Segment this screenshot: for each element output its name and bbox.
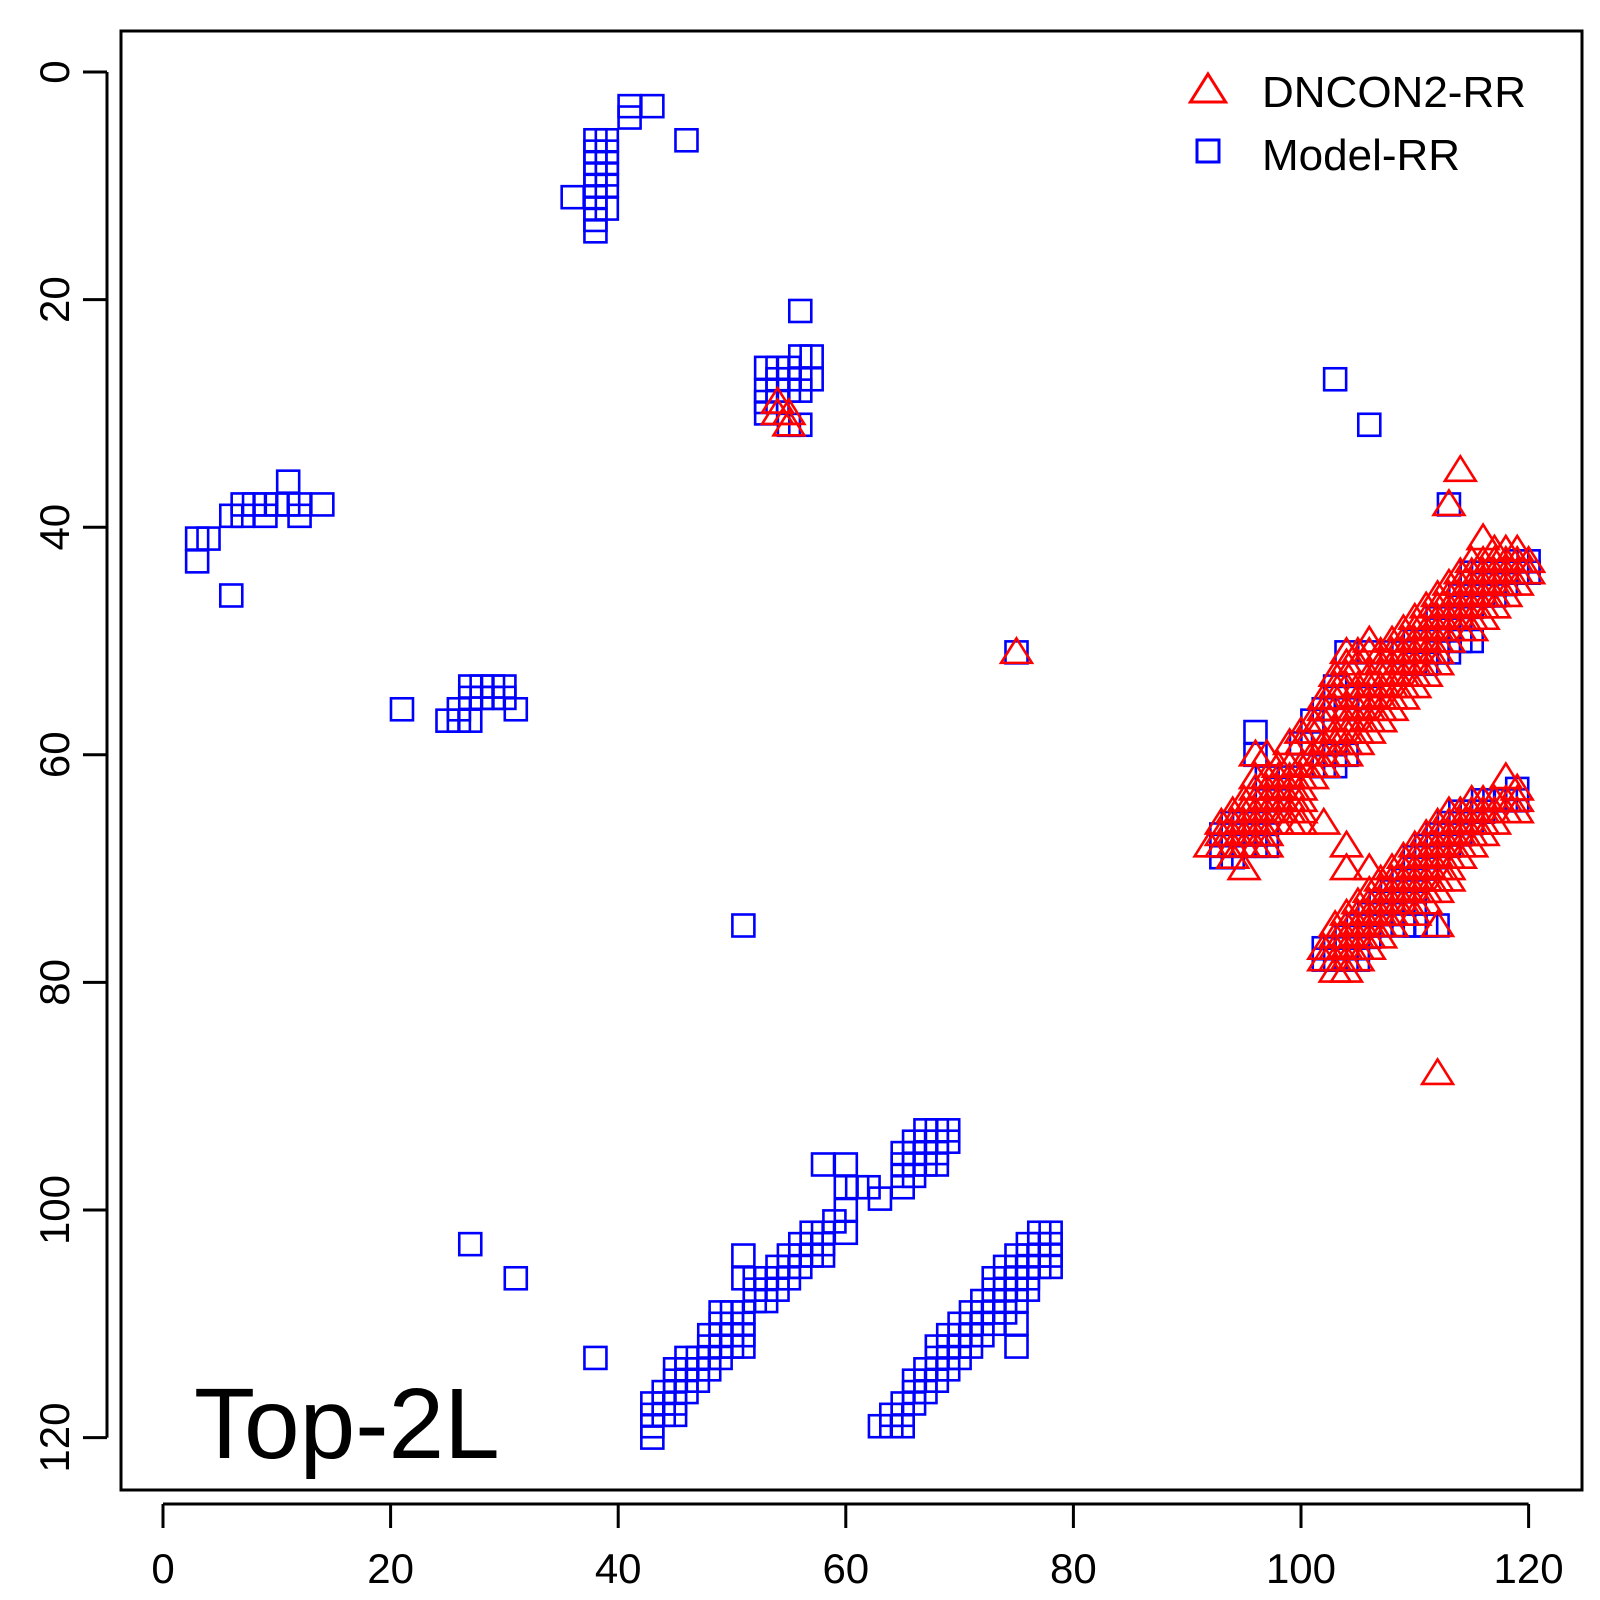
model-rr-point	[184, 549, 210, 574]
model-rr-point	[787, 298, 813, 324]
dncon2-rr-point	[1431, 863, 1467, 892]
legend-model-rr-marker	[1195, 138, 1221, 164]
y-axis: 0 20 40 60 80 100 120	[31, 60, 109, 1473]
y-tick-label: 60	[31, 731, 78, 778]
dncon2-rr-point	[1419, 909, 1456, 938]
model-rr-point	[218, 583, 244, 608]
model-rr-point	[1356, 412, 1382, 438]
model-rr-point	[640, 1425, 665, 1450]
dncon2-rr-markers	[759, 385, 1547, 1086]
model-rr-point	[1322, 366, 1348, 392]
y-tick-label: 40	[31, 504, 78, 551]
model-rr-point	[583, 1345, 608, 1371]
y-tick-label: 80	[31, 959, 78, 1006]
dncon2-rr-point	[1476, 806, 1513, 835]
dncon2-rr-point	[1499, 533, 1535, 562]
model-rr-point	[492, 674, 517, 699]
dncon2-rr-point	[1397, 897, 1433, 926]
dncon2-rr-point	[1431, 487, 1467, 517]
legend-dncon2-rr-marker	[1187, 71, 1229, 104]
dncon2-rr-point	[1453, 829, 1490, 858]
dncon2-rr-point	[998, 635, 1035, 665]
dncon2-rr-point	[1465, 818, 1501, 847]
model-rr-point	[674, 127, 699, 153]
dncon2-rr-point	[771, 396, 807, 426]
dncon2-rr-point	[1351, 624, 1388, 653]
model-rr-point	[457, 1231, 483, 1257]
x-tick-label: 80	[1050, 1545, 1097, 1592]
x-tick-label: 60	[822, 1545, 869, 1592]
dncon2-rr-point	[1419, 874, 1456, 904]
y-tick-label: 0	[31, 60, 78, 83]
dncon2-rr-point	[1488, 783, 1524, 813]
panel-annotation: Top-2L	[194, 1368, 500, 1480]
model-rr-point	[617, 105, 642, 130]
y-tick-label: 20	[31, 276, 78, 323]
model-rr-point	[287, 503, 312, 529]
dncon2-rr-point	[1328, 954, 1365, 983]
model-rr-point	[731, 913, 756, 938]
dncon2-rr-point	[1362, 920, 1399, 949]
model-rr-point	[935, 1118, 961, 1143]
legend-dncon2-rr-label: DNCON2-RR	[1262, 68, 1526, 117]
model-rr-point	[253, 503, 278, 529]
model-rr-point	[503, 1265, 529, 1291]
dncon2-rr-point	[1408, 886, 1444, 915]
dncon2-rr-point	[1488, 795, 1524, 824]
model-rr-point	[389, 696, 415, 722]
x-tick-label: 40	[595, 1545, 642, 1592]
dncon2-rr-point	[1374, 909, 1410, 938]
model-rr-point	[890, 1413, 916, 1439]
dncon2-rr-point	[759, 385, 796, 414]
x-tick-label: 20	[367, 1545, 414, 1592]
dncon2-rr-point	[1419, 1056, 1456, 1086]
dncon2-rr-point	[1328, 852, 1365, 881]
legend-model-rr-label: Model-RR	[1262, 131, 1460, 180]
y-tick-label: 100	[31, 1175, 78, 1245]
dncon2-rr-point	[1431, 852, 1467, 881]
x-tick-label: 0	[151, 1545, 174, 1592]
y-tick-label: 120	[31, 1403, 78, 1473]
model-rr-point	[583, 219, 608, 244]
plot-frame	[119, 29, 1584, 1492]
dncon2-rr-point	[1442, 453, 1479, 483]
x-axis: 0 20 40 60 80 100 120	[151, 1502, 1564, 1592]
model-rr-point	[1004, 1334, 1029, 1359]
x-tick-label: 120	[1494, 1545, 1564, 1592]
dncon2-rr-point	[771, 408, 807, 437]
dncon2-rr-point	[1340, 943, 1376, 972]
dncon2-rr-point	[1351, 931, 1388, 961]
x-tick-label: 100	[1266, 1545, 1336, 1592]
legend: DNCON2-RR Model-RR	[1187, 68, 1526, 180]
dncon2-rr-point	[1442, 840, 1479, 870]
model-rr-point	[457, 708, 483, 733]
